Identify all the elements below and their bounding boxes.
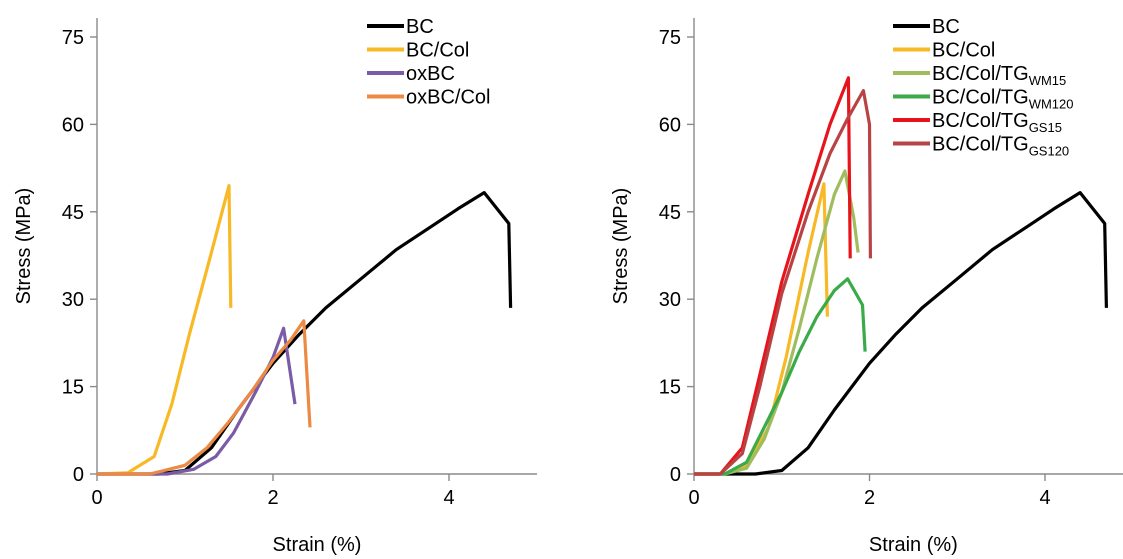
legend-label-bc-col-tg-wm120: BC/Col/TGWM120 [932, 87, 1073, 112]
series-line-oxbc [97, 326, 297, 476]
y-tick-label: 45 [62, 202, 84, 224]
y-tick-label: 75 [659, 27, 681, 49]
series-line-bc [97, 191, 513, 476]
series-line-bc-col-tg-wm120 [694, 277, 867, 476]
y-tick-label: 60 [659, 114, 681, 136]
y-tick-label: 60 [62, 114, 84, 136]
y-tick-label: 30 [62, 289, 84, 311]
y-tick-label: 15 [659, 377, 681, 399]
x-axis-title: Strain (%) [273, 534, 362, 556]
chart-left: 0 15 30 45 60 75 0 2 4 Strain (%) Stress (MPa) BCBC… [13, 16, 537, 556]
legend-label-bc: BC [406, 16, 434, 38]
y-tick-label: 0 [670, 464, 681, 486]
y-tick-label: 30 [659, 289, 681, 311]
legend-label-bc-col-tg-wm15: BC/Col/TGWM15 [932, 63, 1066, 88]
series-line-bc-col-tg-gs120 [694, 88, 872, 476]
series-line-bc [694, 191, 1108, 476]
series-line-oxbc-col [97, 319, 312, 476]
legend-label-bc-col: BC/Col [932, 40, 995, 62]
series-line-bc-col [694, 182, 829, 476]
series-line-bc-col-tg-wm15 [694, 169, 860, 476]
y-tick-label: 15 [62, 377, 84, 399]
legend-label-oxbc: oxBC [406, 63, 455, 85]
y-tick-label: 75 [62, 27, 84, 49]
y-tick-label: 0 [73, 464, 84, 486]
x-tick-label: 0 [688, 487, 699, 509]
x-tick-label: 2 [864, 487, 875, 509]
series-line-bc-col [96, 184, 233, 476]
x-tick-label: 4 [1039, 487, 1050, 509]
y-axis-title: Stress (MPa) [610, 188, 632, 305]
x-tick-label: 4 [443, 487, 454, 509]
legend-label-bc-col-tg-gs15: BC/Col/TGGS15 [932, 110, 1062, 135]
legend-label-bc-col: BC/Col [406, 40, 469, 62]
y-tick-label: 45 [659, 202, 681, 224]
x-tick-label: 2 [267, 487, 278, 509]
legend-label-oxbc-col: oxBC/Col [406, 87, 490, 109]
x-axis-title: Strain (%) [869, 534, 958, 556]
legend-label-bc: BC [932, 16, 960, 38]
legend-label-bc-col-tg-gs120: BC/Col/TGGS120 [932, 134, 1069, 159]
x-tick-label: 0 [91, 487, 102, 509]
y-axis-title: Stress (MPa) [13, 188, 35, 305]
